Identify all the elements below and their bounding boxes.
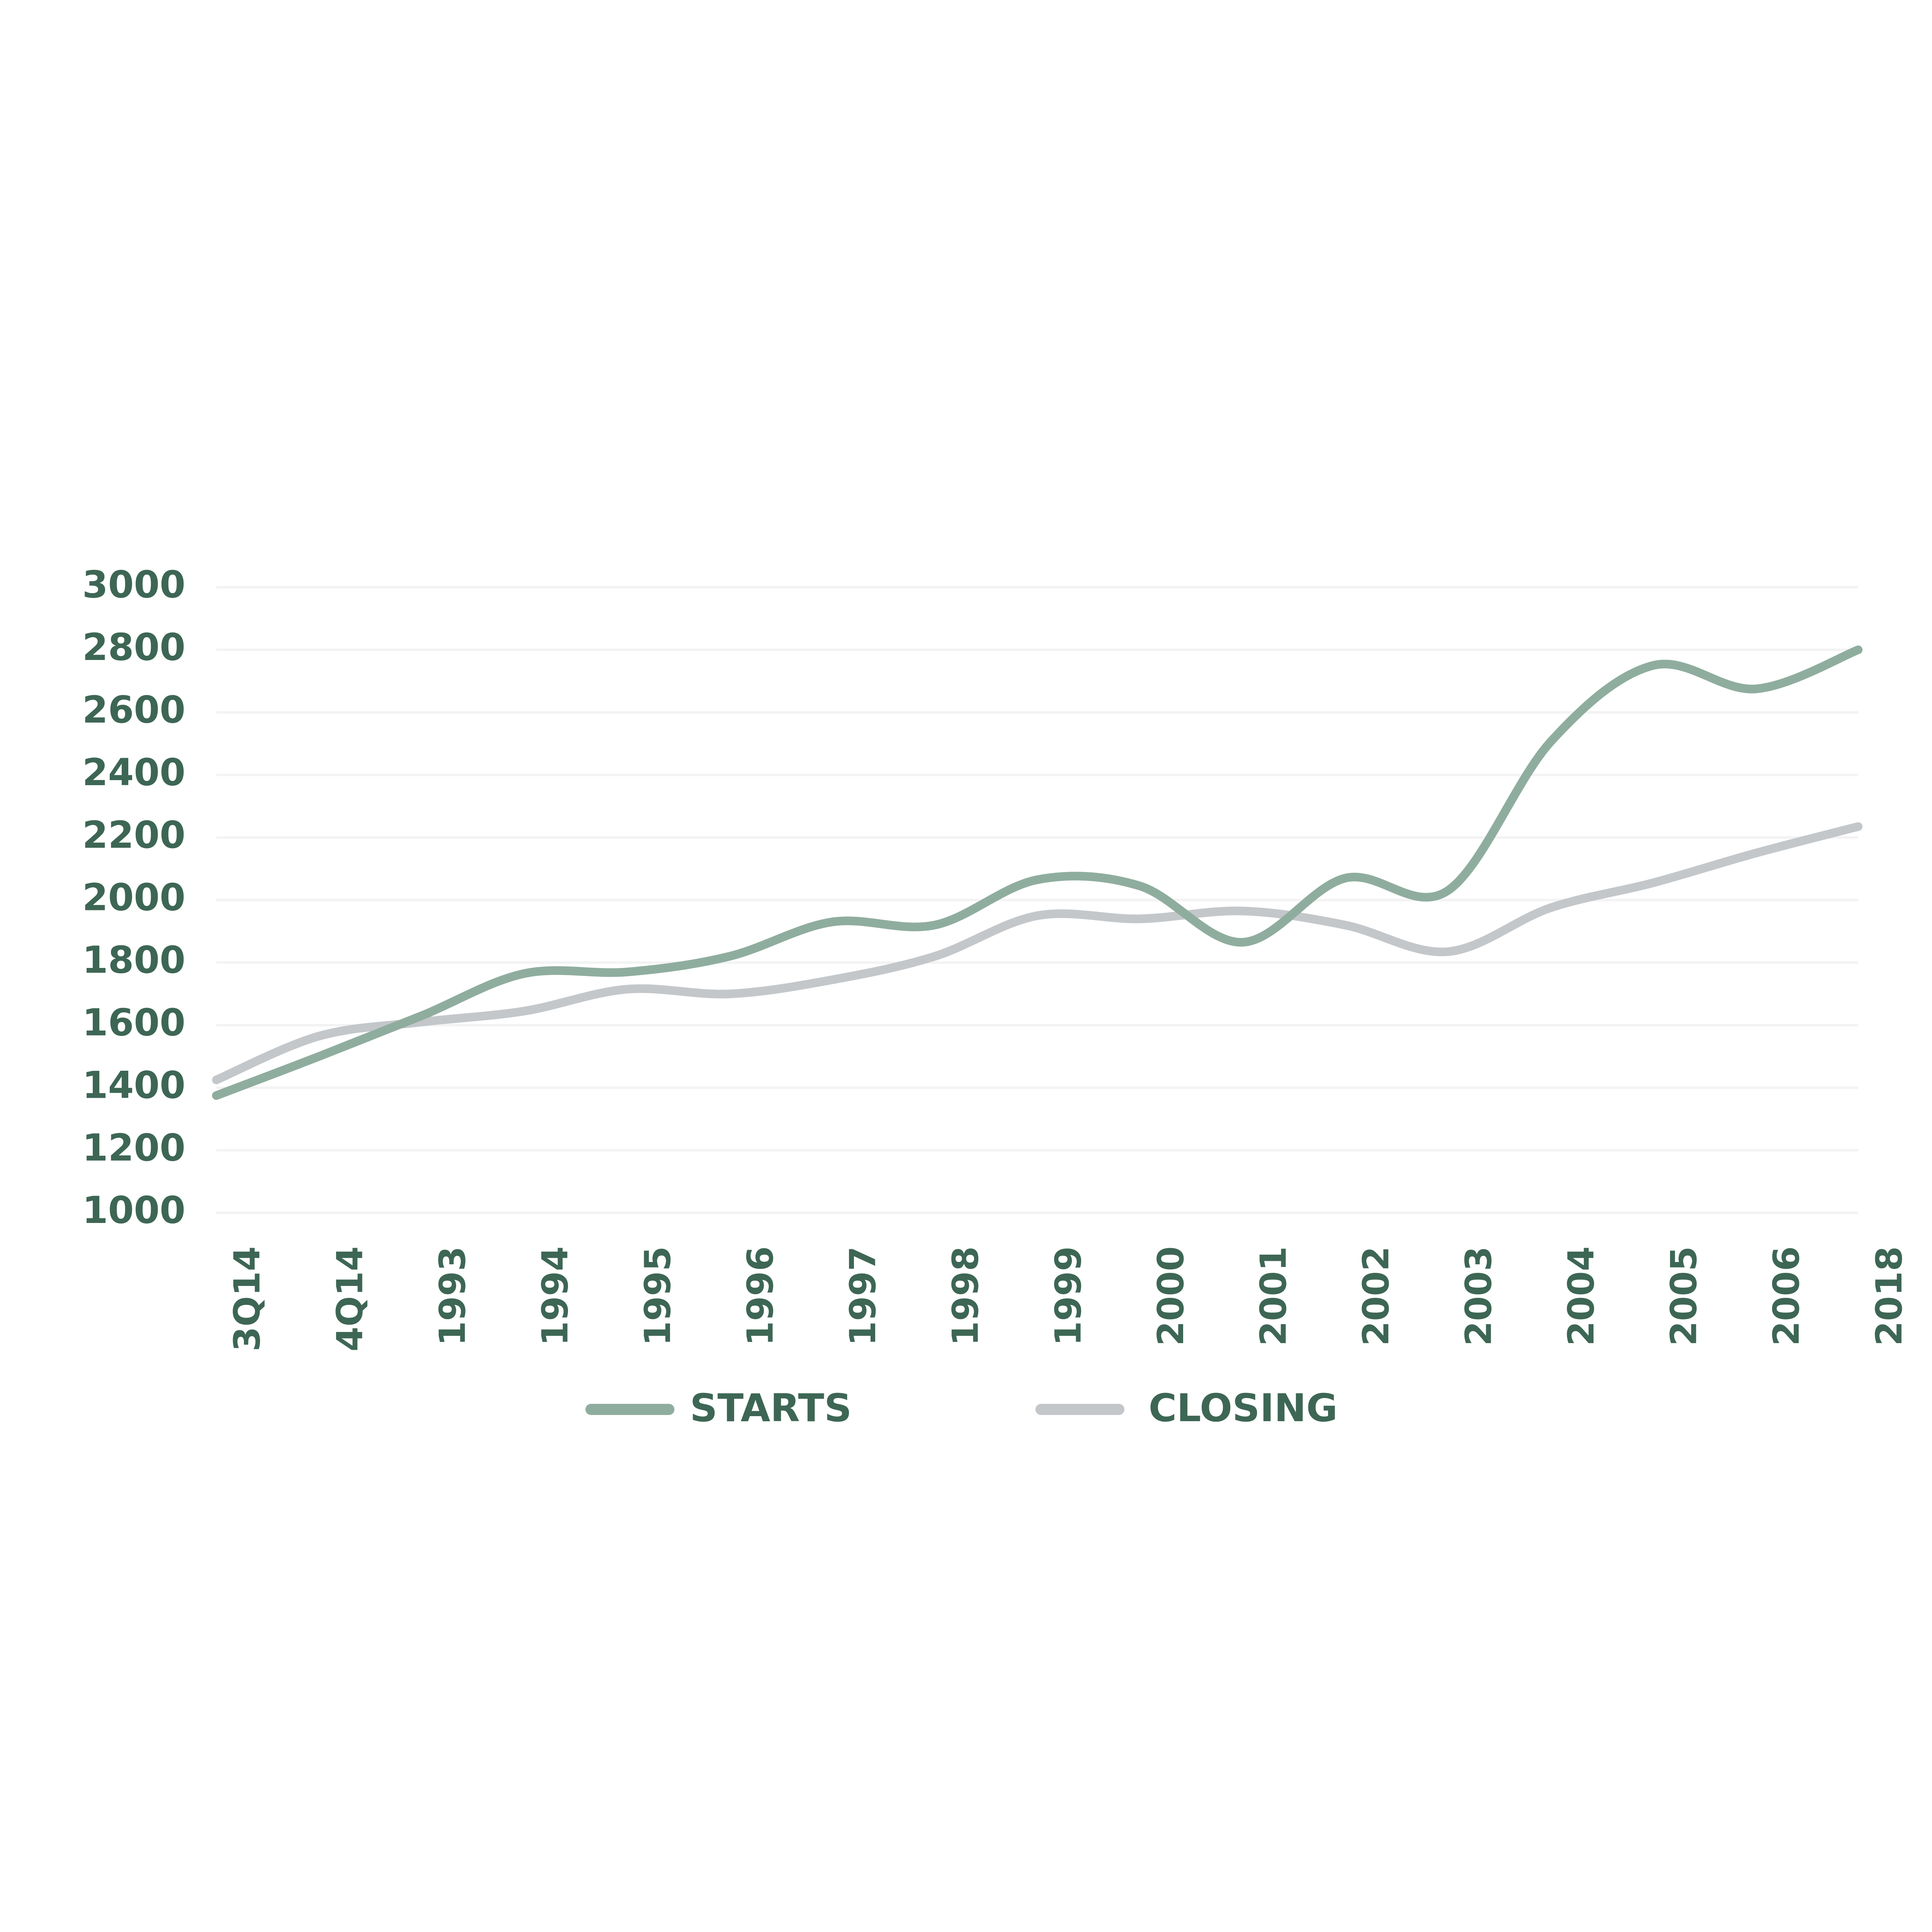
y-tick-label: 1200 <box>82 1126 185 1169</box>
x-tick-label: 1997 <box>842 1246 884 1346</box>
y-tick-label: 2200 <box>82 813 185 857</box>
x-tick-label: 1993 <box>432 1246 473 1346</box>
x-tick-label: 1996 <box>740 1246 781 1346</box>
legend-label: STARTS <box>690 1386 852 1430</box>
x-tick-label: 2001 <box>1252 1246 1294 1346</box>
x-tick-label: 2006 <box>1765 1246 1807 1346</box>
legend-label: CLOSING <box>1148 1386 1337 1430</box>
y-tick-label: 1800 <box>82 939 185 982</box>
y-tick-label: 1600 <box>82 1001 185 1044</box>
x-tick-label: 1998 <box>945 1246 986 1346</box>
x-tick-label: 1994 <box>534 1246 576 1346</box>
y-tick-label: 3000 <box>82 563 185 606</box>
y-tick-label: 2000 <box>82 876 185 919</box>
series-line <box>212 645 1863 1100</box>
y-tick-label: 2400 <box>82 751 185 794</box>
x-tick-label: 3Q14 <box>226 1246 268 1352</box>
x-tick-label: 2018 <box>1868 1246 1910 1346</box>
x-tick-label: 1999 <box>1047 1246 1089 1346</box>
x-tick-label: 2000 <box>1150 1246 1192 1346</box>
y-tick-label: 1400 <box>82 1063 185 1107</box>
x-tick-label: 4Q14 <box>329 1246 371 1352</box>
x-tick-label: 2005 <box>1663 1246 1705 1346</box>
y-tick-label: 2800 <box>82 626 185 669</box>
y-tick-label: 2600 <box>82 688 185 731</box>
x-tick-label: 2004 <box>1560 1246 1602 1346</box>
y-tick-label: 1000 <box>82 1189 185 1232</box>
x-tick-label: 2002 <box>1355 1246 1397 1346</box>
series-line <box>212 822 1863 1084</box>
x-tick-label: 2003 <box>1458 1246 1500 1346</box>
x-tick-label: 1995 <box>637 1246 679 1346</box>
